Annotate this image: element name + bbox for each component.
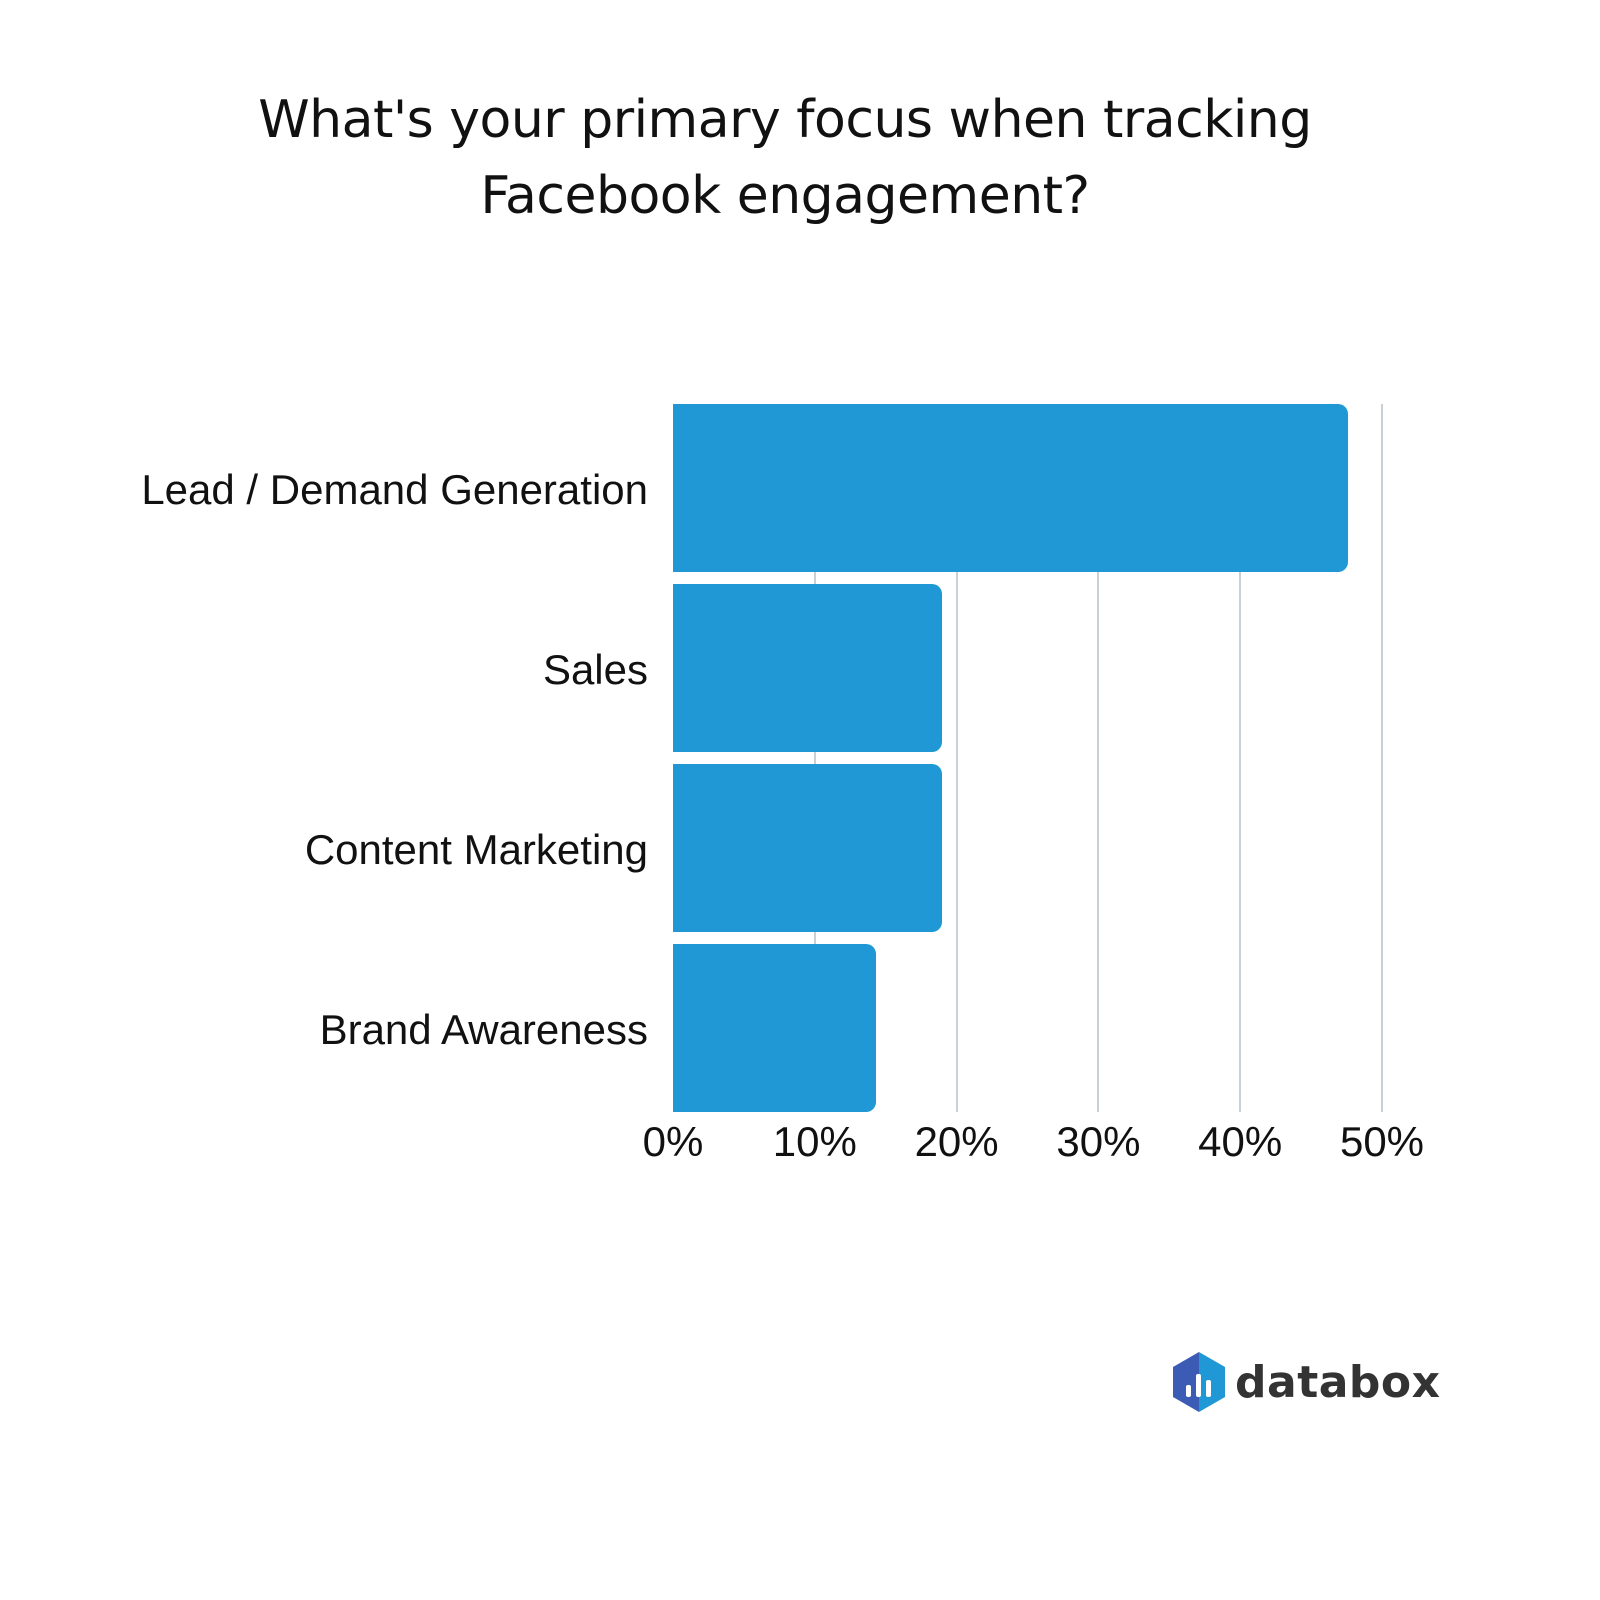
x-tick-label: 0%	[642, 1118, 704, 1165]
x-tick-label: 10%	[772, 1118, 857, 1165]
databox-logo-icon	[1173, 1352, 1225, 1412]
chart-title: What's your primary focus when tracking …	[0, 82, 1570, 234]
x-tick-label: 30%	[1056, 1118, 1141, 1165]
x-tick-label: 20%	[914, 1118, 999, 1165]
bar	[673, 944, 876, 1112]
databox-wordmark: databox	[1235, 1356, 1441, 1408]
gridline	[955, 404, 958, 1112]
category-label: Sales	[542, 646, 648, 693]
bar	[673, 764, 943, 932]
bar	[673, 584, 943, 752]
databox-logo: databox	[1173, 1352, 1441, 1412]
title-line-2: Facebook engagement?	[480, 166, 1090, 226]
gridline	[1239, 404, 1242, 1112]
plot-area	[673, 404, 1383, 1112]
title-line-1: What's your primary focus when tracking	[258, 90, 1312, 150]
category-label: Content Marketing	[304, 826, 648, 873]
x-tick-label: 40%	[1198, 1118, 1283, 1165]
x-tick-label: 50%	[1339, 1118, 1425, 1165]
gridline	[1097, 404, 1100, 1112]
gridline	[813, 404, 816, 1112]
bar	[673, 404, 1348, 572]
gridline	[1381, 404, 1383, 1112]
category-label: Lead / Demand Generation	[141, 466, 648, 513]
category-label: Brand Awareness	[319, 1006, 648, 1053]
